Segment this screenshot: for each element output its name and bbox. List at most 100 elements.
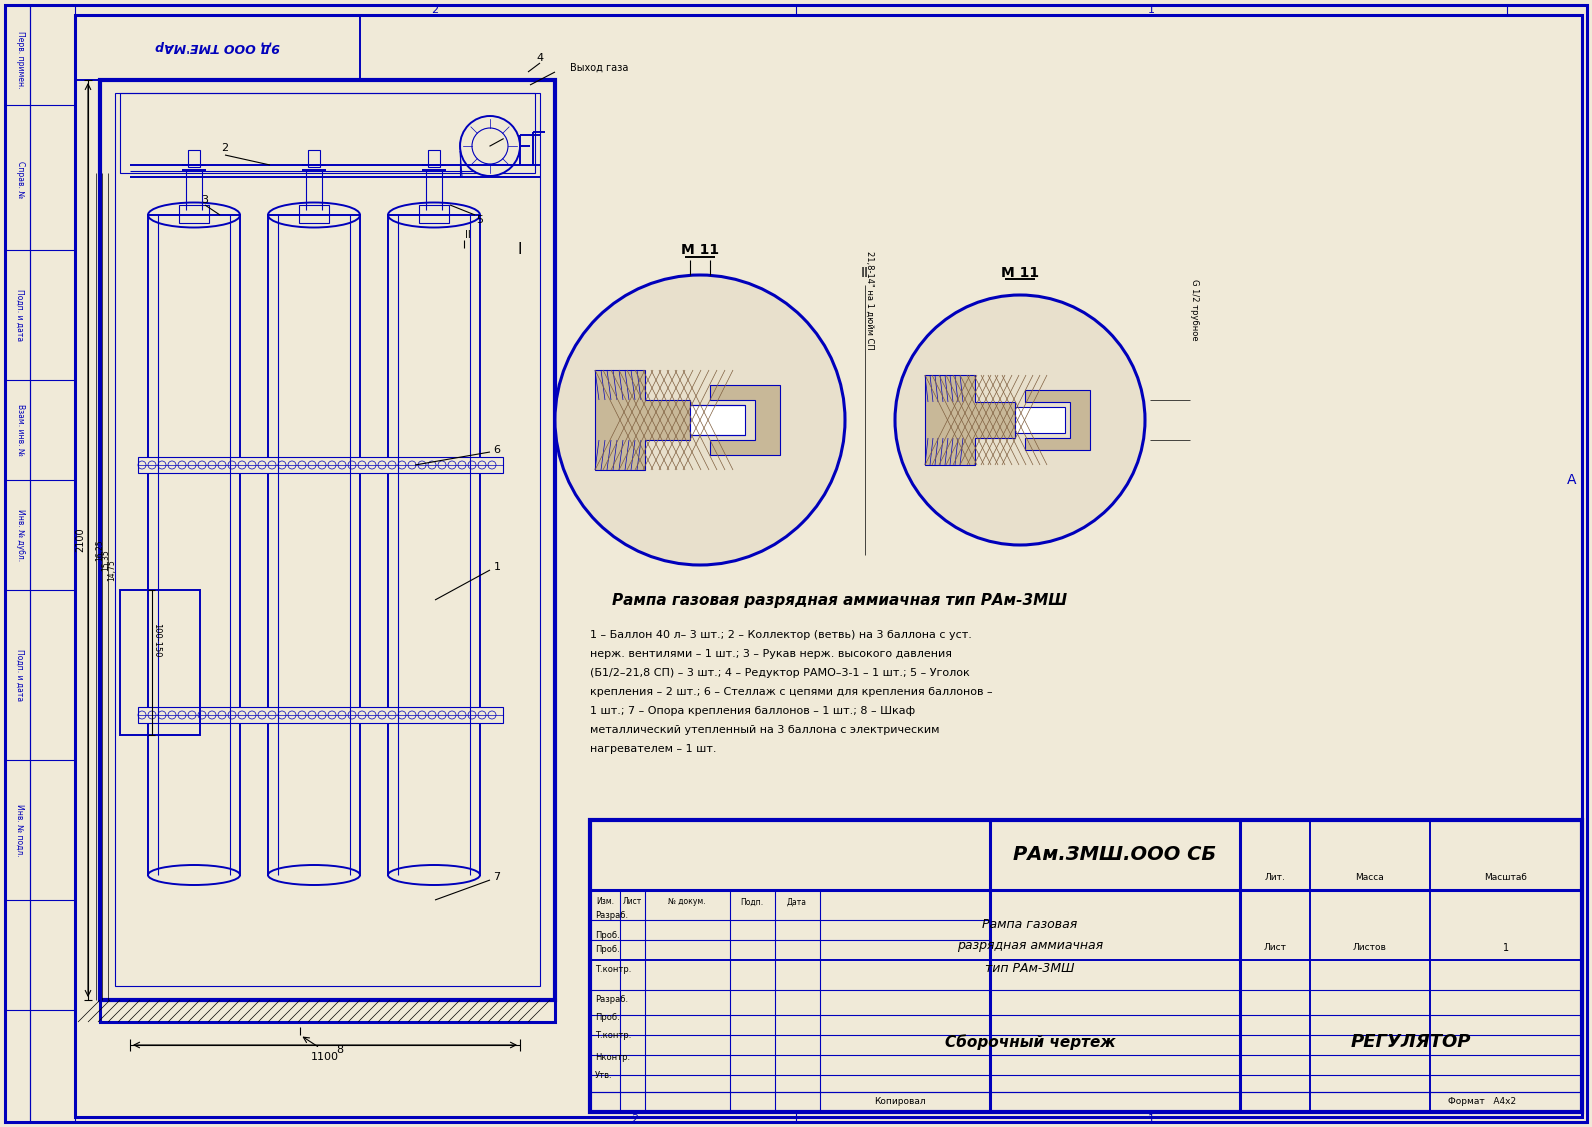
Text: Формат   А4х2: Формат А4х2 — [1449, 1098, 1516, 1107]
Text: 3: 3 — [202, 195, 209, 205]
Polygon shape — [925, 375, 1016, 465]
Bar — [1016, 407, 1065, 433]
Bar — [267, 215, 360, 875]
Text: Инв. № подл.: Инв. № подл. — [16, 804, 24, 857]
Text: Подп.: Подп. — [740, 897, 764, 906]
Text: 2: 2 — [431, 5, 438, 15]
Text: 1: 1 — [1148, 1113, 1154, 1124]
Bar — [148, 215, 240, 875]
Text: 2: 2 — [221, 143, 229, 153]
Bar — [100, 80, 556, 1000]
Text: Проб.: Проб. — [595, 931, 619, 940]
Text: Рампа газовая: Рампа газовая — [982, 919, 1078, 932]
Text: 16,25: 16,25 — [96, 539, 105, 561]
Text: Лист: Лист — [1264, 943, 1286, 952]
Text: Листов: Листов — [1353, 943, 1387, 952]
Text: 1 – Баллон 40 л– 3 шт.; 2 – Коллектор (ветвь) на 3 баллона с уст.: 1 – Баллон 40 л– 3 шт.; 2 – Коллектор (в… — [591, 630, 971, 640]
Ellipse shape — [148, 866, 240, 885]
Text: Масса: Масса — [1356, 873, 1385, 882]
Text: G 1/2 трубное: G 1/2 трубное — [1191, 279, 1199, 340]
Ellipse shape — [267, 203, 360, 228]
Text: РАм.ЗМШ.ООО СБ: РАм.ЗМШ.ООО СБ — [1014, 845, 1216, 864]
Text: Разраб.: Разраб. — [595, 995, 629, 1004]
Text: 7: 7 — [494, 872, 500, 882]
Text: Инв. № дубл.: Инв. № дубл. — [16, 509, 24, 561]
Text: нерж. вентилями – 1 шт.; 3 – Рукав нерж. высокого давления: нерж. вентилями – 1 шт.; 3 – Рукав нерж.… — [591, 649, 952, 659]
Text: 15,35: 15,35 — [102, 549, 110, 571]
Bar — [5, 5, 30, 1122]
Bar — [119, 94, 535, 174]
Text: А: А — [1567, 473, 1576, 487]
Bar — [428, 150, 439, 167]
Text: Лист: Лист — [622, 897, 642, 906]
Bar — [30, 5, 75, 1122]
Polygon shape — [1025, 390, 1091, 450]
Text: 5: 5 — [476, 215, 484, 225]
Polygon shape — [595, 370, 689, 470]
Ellipse shape — [388, 866, 481, 885]
Bar — [75, 15, 360, 80]
Bar — [139, 707, 503, 724]
Ellipse shape — [267, 866, 360, 885]
Text: 14,75: 14,75 — [108, 559, 116, 580]
Text: Нконтр.: Нконтр. — [595, 1053, 630, 1062]
Text: M 11: M 11 — [1001, 266, 1040, 279]
Text: Лит.: Лит. — [1264, 873, 1285, 882]
Circle shape — [895, 295, 1145, 545]
Bar — [139, 458, 503, 473]
Text: Подп. и дата: Подп. и дата — [16, 649, 24, 701]
Bar — [119, 591, 201, 735]
Text: 4: 4 — [537, 53, 543, 63]
Text: Подп. и дата: Подп. и дата — [16, 289, 24, 341]
Bar — [188, 150, 201, 167]
Text: металлический утепленный на 3 баллона с электрическим: металлический утепленный на 3 баллона с … — [591, 725, 939, 735]
Text: Т.контр.: Т.контр. — [595, 1031, 632, 1040]
Text: Рампа газовая разрядная аммиачная тип РАм-3МШ: Рампа газовая разрядная аммиачная тип РА… — [613, 593, 1068, 607]
Text: тип РАм-3МШ: тип РАм-3МШ — [985, 961, 1075, 975]
Bar — [100, 1000, 556, 1022]
Text: II: II — [861, 266, 869, 279]
Text: РЕГУЛЯТОР: РЕГУЛЯТОР — [1350, 1033, 1471, 1051]
Text: № докум.: № докум. — [669, 897, 705, 906]
Text: II: II — [465, 230, 471, 240]
Bar — [689, 405, 745, 435]
Text: нагревателем – 1 шт.: нагревателем – 1 шт. — [591, 744, 716, 754]
Text: Проб.: Проб. — [595, 946, 619, 955]
Circle shape — [460, 116, 521, 176]
Text: 1: 1 — [1148, 5, 1154, 15]
Bar — [388, 215, 481, 875]
Text: крепления – 2 шт.; 6 – Стеллаж с цепями для крепления баллонов –: крепления – 2 шт.; 6 – Стеллаж с цепями … — [591, 687, 993, 696]
Ellipse shape — [148, 203, 240, 228]
Text: Взам. инв. №: Взам. инв. № — [16, 405, 24, 456]
Text: 8: 8 — [336, 1045, 344, 1055]
Text: разрядная аммиачная: разрядная аммиачная — [957, 939, 1103, 951]
Bar — [591, 820, 1582, 1112]
Text: 1 шт.; 7 – Опора крепления баллонов – 1 шт.; 8 – Шкаф: 1 шт.; 7 – Опора крепления баллонов – 1 … — [591, 706, 915, 716]
Text: (Б1/2–21,8 СП) – 3 шт.; 4 – Редуктор РАМО–3-1 – 1 шт.; 5 – Уголок: (Б1/2–21,8 СП) – 3 шт.; 4 – Редуктор РАМ… — [591, 668, 970, 678]
Text: Проб.: Проб. — [595, 1013, 619, 1022]
Text: Выход газа: Выход газа — [570, 63, 629, 73]
Text: 21,8-14" на 1 дюйм СП: 21,8-14" на 1 дюйм СП — [866, 250, 874, 349]
Text: Сборочный чертеж: Сборочный чертеж — [944, 1035, 1116, 1050]
Text: 1: 1 — [1503, 943, 1509, 953]
Text: Разраб.: Разраб. — [595, 911, 629, 920]
Polygon shape — [710, 385, 780, 455]
Bar — [307, 150, 320, 167]
Text: Справ. №: Справ. № — [16, 161, 24, 198]
Text: Изм.: Изм. — [595, 897, 615, 906]
Text: 2100: 2100 — [75, 527, 84, 552]
Text: M 11: M 11 — [681, 243, 720, 257]
Circle shape — [556, 275, 845, 565]
Text: Дата: Дата — [786, 897, 807, 906]
Ellipse shape — [388, 203, 481, 228]
Bar — [299, 205, 330, 223]
Text: 1100: 1100 — [310, 1051, 339, 1062]
Text: 1: 1 — [494, 562, 500, 573]
Text: 2: 2 — [632, 1113, 638, 1124]
Text: I: I — [517, 242, 522, 257]
Text: Перв. примен.: Перв. примен. — [16, 32, 24, 89]
Text: Копировал: Копировал — [874, 1098, 927, 1107]
Text: 9Д ООО ТМЕ'МАр: 9Д ООО ТМЕ'МАр — [154, 41, 280, 53]
Text: Утв.: Утв. — [595, 1071, 613, 1080]
Bar — [178, 205, 209, 223]
